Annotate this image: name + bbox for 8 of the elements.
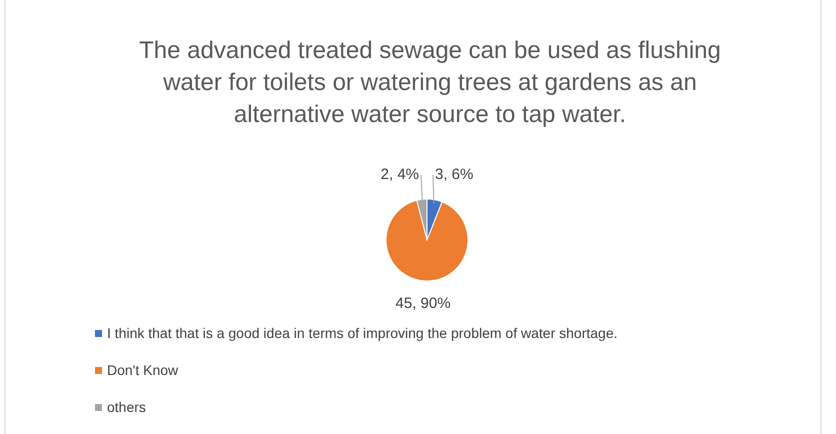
legend-label: others: [107, 399, 146, 415]
chart-title: The advanced treated sewage can be used as flushing water for toilets or watering trees at gardens as an alternative water source to tap water.: [139, 37, 721, 128]
legend-label: Don't Know: [107, 362, 180, 378]
data-label: 2, 4%: [380, 166, 419, 183]
pie-slice: [386, 200, 468, 282]
data-label: 45, 90%: [396, 294, 451, 312]
data-label: 3, 6%: [435, 166, 474, 183]
legend-label: I think that that is a good idea in terms of improving the problem of water shortage.: [107, 325, 618, 341]
